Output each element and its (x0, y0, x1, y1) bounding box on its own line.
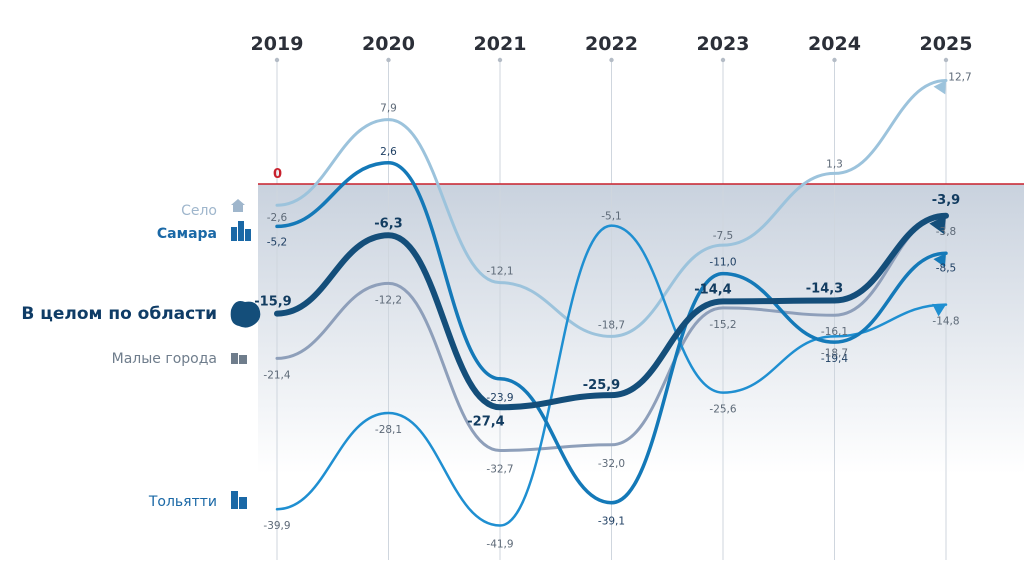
data-label: -14,4 (694, 282, 731, 297)
data-label: -3,8 (936, 226, 957, 238)
data-label: -14,8 (932, 316, 959, 328)
small-buildings-icon (231, 353, 247, 364)
data-label: -39,9 (263, 520, 290, 532)
year-dot (386, 57, 391, 63)
data-label: -27,4 (467, 414, 504, 429)
legend-label-tolyatti: Тольятти (148, 494, 217, 510)
x-tick-label: 2023 (697, 33, 750, 55)
data-label: -11,0 (709, 257, 736, 269)
legend-label-oblast: В целом по области (21, 304, 217, 324)
data-label: -19,4 (821, 353, 848, 365)
x-tick-label: 2019 (251, 33, 304, 55)
negative-area-background (258, 184, 1024, 474)
data-label: -5,1 (601, 211, 622, 223)
x-tick-label: 2022 (585, 33, 638, 55)
data-label: -3,9 (932, 193, 960, 208)
data-label: -25,9 (583, 378, 620, 393)
year-dot (274, 57, 280, 63)
series-line-malye-goroda (275, 213, 948, 452)
data-label: -41,9 (486, 538, 513, 550)
year-dot (497, 57, 503, 63)
data-label: -23,9 (486, 392, 513, 404)
series-line-samara (275, 161, 948, 505)
data-label: -12,1 (486, 266, 513, 278)
data-label: -21,4 (263, 369, 290, 381)
legend-label-malye-goroda: Малые города (112, 351, 217, 367)
data-label: -28,1 (375, 424, 402, 436)
data-label: -2,6 (267, 212, 288, 224)
x-tick-label: 2024 (808, 33, 861, 55)
house-icon (231, 199, 245, 212)
series-line-selo (275, 79, 948, 338)
zero-label: 0 (273, 167, 282, 182)
data-label: -6,3 (374, 216, 402, 231)
data-label: -32,7 (486, 464, 513, 476)
office-buildings-icon (231, 491, 247, 509)
city-buildings-icon (231, 221, 251, 241)
data-label: 2,6 (380, 146, 397, 158)
legend-label-selo: Село (181, 203, 217, 219)
x-tick-label: 2020 (362, 33, 415, 55)
region-map-icon (230, 301, 261, 328)
x-tick-label: 2025 (920, 33, 973, 55)
data-label: -32,0 (598, 458, 625, 470)
series-arrowhead-samara (933, 253, 946, 268)
series-arrowhead-oblast (929, 215, 946, 235)
series-line-tolyatti (275, 224, 948, 527)
data-label: -25,6 (709, 404, 736, 416)
year-dot (943, 57, 949, 63)
data-label: -15,2 (709, 319, 736, 331)
data-label: 1,3 (826, 158, 843, 170)
data-label: 12,7 (948, 71, 971, 83)
data-label: -14,3 (806, 282, 843, 297)
series-arrowhead-tolyatti (932, 303, 946, 317)
data-label: 7,9 (380, 103, 397, 115)
data-label: -16,1 (821, 326, 848, 338)
data-label: -7,5 (713, 230, 734, 242)
x-tick-label: 2021 (474, 33, 527, 55)
year-dot (609, 57, 614, 63)
year-dot (832, 57, 837, 63)
series-line-oblast (274, 212, 949, 411)
series-arrowhead-selo (933, 80, 946, 95)
legend-label-samara: Самара (157, 226, 217, 242)
data-label: -12,2 (375, 294, 402, 306)
data-label: -15,9 (254, 295, 291, 310)
data-label: -5,2 (267, 236, 288, 248)
data-label: -39,1 (598, 516, 625, 528)
data-label: -18,7 (598, 319, 625, 331)
year-dot (720, 57, 726, 63)
data-label: -8,5 (936, 262, 957, 274)
data-label: -18,7 (821, 347, 848, 359)
